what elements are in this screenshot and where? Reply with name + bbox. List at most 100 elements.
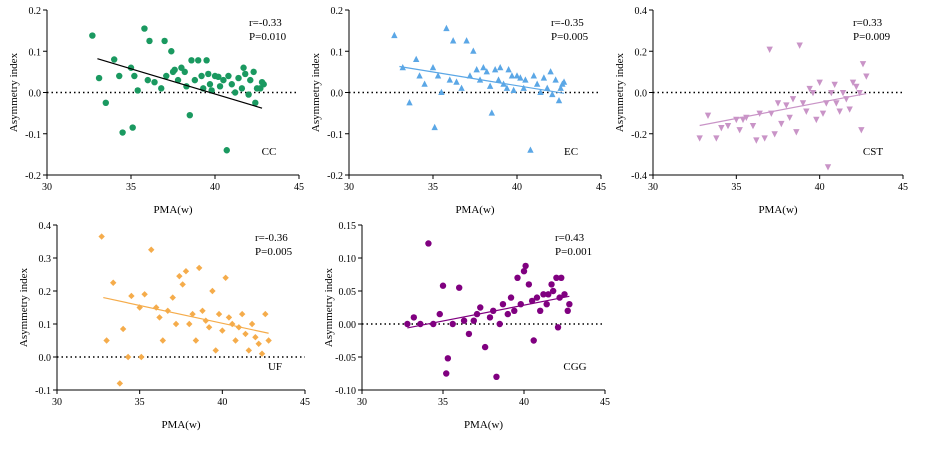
data-point xyxy=(513,72,521,79)
y-axis-title: Asymmetry index xyxy=(310,52,322,132)
data-point xyxy=(232,337,239,344)
data-point xyxy=(517,74,524,81)
y-tick-label: 0.0 xyxy=(331,89,344,100)
data-point xyxy=(456,284,463,291)
chart-cst: -0.4 -0.2 0.0 0.2 0.4 30 35 40 45 PMA(w) Asymmetry… xyxy=(614,6,908,216)
data-point xyxy=(169,294,176,301)
data-point xyxy=(761,135,768,142)
data-point xyxy=(560,78,568,85)
data-point xyxy=(809,89,817,97)
data-point xyxy=(238,310,246,318)
data-point xyxy=(491,66,499,73)
data-point xyxy=(235,74,242,82)
data-point xyxy=(508,72,516,79)
data-point xyxy=(436,310,443,318)
data-point xyxy=(522,262,529,270)
x-axis-title: PMA(w) xyxy=(464,419,503,431)
data-point xyxy=(833,100,840,107)
data-point xyxy=(174,76,182,84)
y-tick-label: 0.15 xyxy=(339,221,357,232)
data-point xyxy=(555,96,563,104)
data-point xyxy=(704,112,712,119)
data-point xyxy=(205,324,213,331)
data-point xyxy=(429,63,437,71)
x-tick-label: 35 xyxy=(438,397,448,408)
data-point xyxy=(856,89,863,97)
data-point xyxy=(477,304,484,311)
correlation-r-label: r=-0.36 xyxy=(255,232,288,244)
x-tick-label: 30 xyxy=(344,182,354,193)
data-point xyxy=(486,82,494,89)
data-point xyxy=(434,72,442,79)
data-point xyxy=(225,314,233,321)
y-tick-label: -0.1 xyxy=(327,130,343,141)
data-point xyxy=(203,57,210,64)
data-point xyxy=(713,135,720,142)
data-point xyxy=(199,307,206,314)
data-point xyxy=(470,317,477,324)
data-point xyxy=(557,84,564,91)
data-point xyxy=(163,72,170,80)
data-point xyxy=(839,89,847,97)
y-tick-label: 0.0 xyxy=(29,89,42,100)
data-point xyxy=(537,307,544,314)
data-point xyxy=(561,291,568,298)
data-point xyxy=(858,127,865,134)
p-value-label: P=0.005 xyxy=(255,246,293,258)
data-point xyxy=(499,301,507,308)
data-point xyxy=(771,131,778,138)
data-point xyxy=(753,137,760,144)
data-point xyxy=(444,355,452,362)
data-point xyxy=(260,81,267,88)
data-point xyxy=(553,274,560,281)
data-point xyxy=(783,102,790,109)
data-point xyxy=(530,337,537,344)
data-point xyxy=(146,37,153,45)
data-point xyxy=(141,25,148,32)
data-point xyxy=(514,274,521,281)
chart-uf: -0.1 0.0 0.1 0.2 0.3 0.4 30 35 40 45 PMA(w) Asymmet… xyxy=(18,221,310,431)
data-point xyxy=(141,291,148,298)
data-point xyxy=(480,63,487,71)
data-point xyxy=(483,68,490,75)
data-point xyxy=(547,68,554,75)
data-point xyxy=(789,96,797,103)
data-point xyxy=(186,320,193,328)
data-point xyxy=(774,100,782,107)
regression-line xyxy=(399,65,565,94)
data-point xyxy=(242,70,249,78)
data-point xyxy=(473,66,480,73)
data-point xyxy=(129,124,136,131)
y-tick-label: 0.05 xyxy=(339,287,357,298)
data-point xyxy=(111,56,118,63)
data-point xyxy=(496,320,503,328)
data-point xyxy=(566,301,573,308)
data-point xyxy=(540,74,548,81)
data-point xyxy=(799,100,807,107)
data-point xyxy=(824,164,832,171)
data-point xyxy=(431,123,438,131)
data-point xyxy=(406,99,413,106)
data-point xyxy=(247,76,254,84)
data-point xyxy=(179,281,186,288)
y-tick-label: 0.4 xyxy=(39,221,52,232)
data-point xyxy=(168,48,175,55)
data-point xyxy=(156,314,163,321)
data-point xyxy=(504,310,511,318)
data-point xyxy=(410,314,418,321)
data-point xyxy=(245,91,252,98)
x-tick-label: 30 xyxy=(648,182,658,193)
data-point xyxy=(749,122,757,130)
data-point xyxy=(231,89,239,96)
data-point xyxy=(552,76,559,83)
data-point xyxy=(828,89,835,97)
data-point xyxy=(724,122,732,130)
data-point xyxy=(533,80,541,87)
data-point xyxy=(849,79,857,86)
data-point xyxy=(95,74,103,82)
x-tick-label: 45 xyxy=(294,182,304,193)
tract-label: CC xyxy=(262,146,277,158)
y-tick-label: -0.05 xyxy=(335,353,356,364)
data-point xyxy=(533,294,541,301)
data-point xyxy=(558,274,565,281)
